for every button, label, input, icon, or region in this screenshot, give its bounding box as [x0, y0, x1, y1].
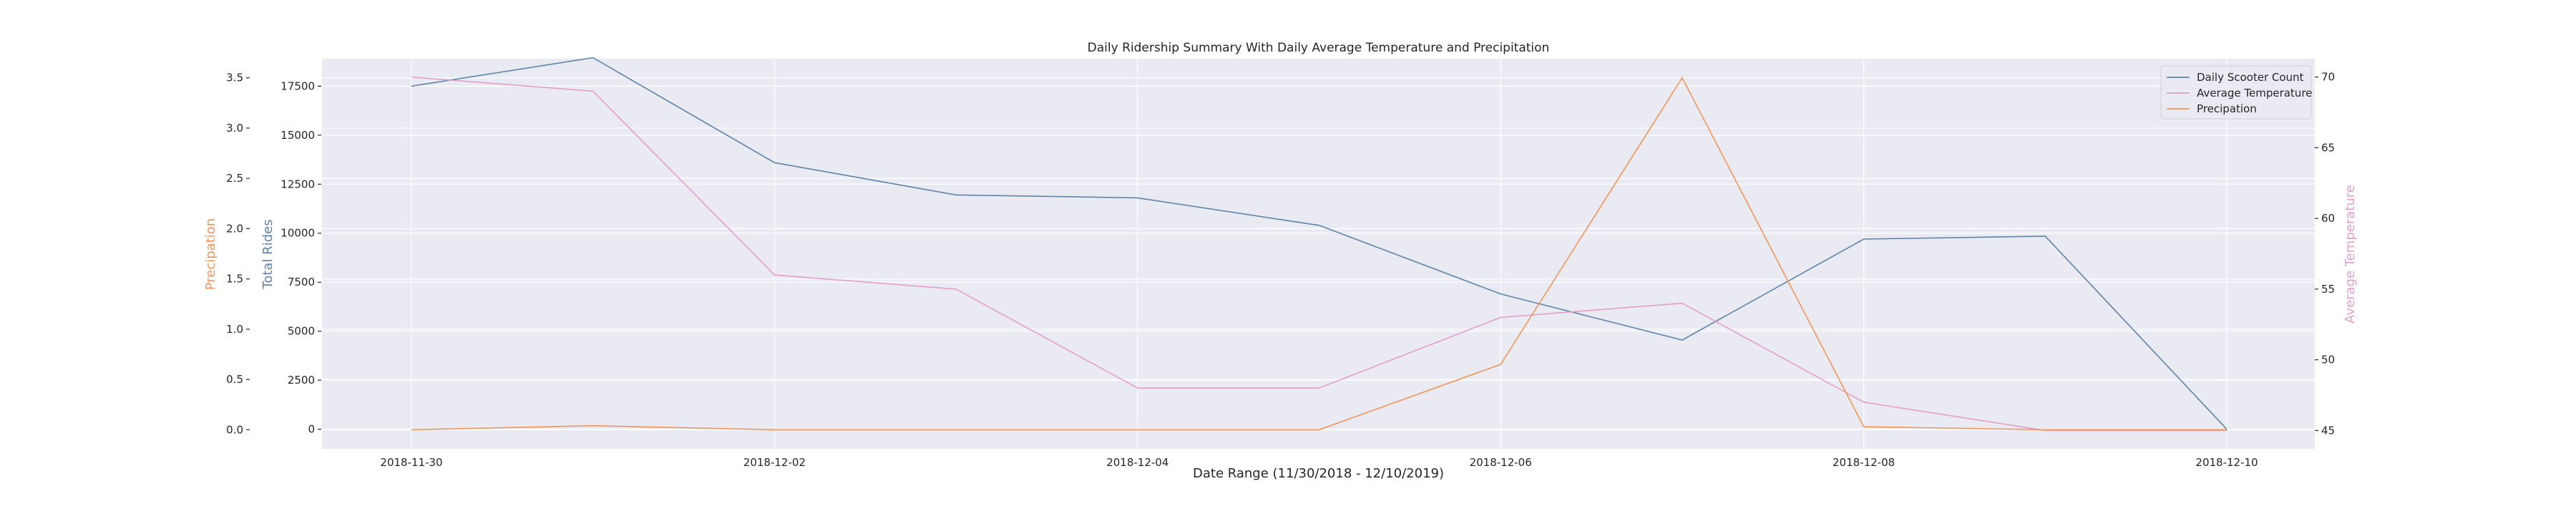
x-tick-label: 2018-11-30 — [380, 456, 442, 469]
rides-axis-label: Total Rides — [260, 219, 275, 289]
plot-background — [322, 59, 2315, 449]
precip-tick-label: 3.0 — [226, 122, 243, 135]
temp-tick-label: 50 — [2321, 354, 2335, 367]
grid-layer — [322, 59, 2315, 449]
temp-axis-label: Average Temperature — [2343, 185, 2358, 324]
rides-tick-label: 2500 — [288, 374, 315, 387]
precip-tick-label: 2.0 — [226, 222, 243, 235]
legend-label: Average Temperature — [2197, 87, 2312, 100]
legend-box — [2160, 65, 2312, 120]
x-tick-label: 2018-12-02 — [743, 456, 806, 469]
rides-tick-label: 0 — [308, 423, 315, 436]
precip-tick-label: 0.5 — [226, 373, 243, 386]
rides-tick-label: 5000 — [288, 325, 315, 338]
x-tick-label: 2018-12-04 — [1106, 456, 1169, 469]
series-line-temp — [411, 76, 2227, 432]
x-axis-label: Date Range (11/30/2018 - 12/10/2019) — [1193, 466, 1444, 481]
series-line-precip — [411, 77, 2227, 431]
x-tick-label: 2018-12-08 — [1833, 456, 1895, 469]
chart-title: Daily Ridership Summary With Daily Avera… — [1088, 41, 1550, 55]
precip-tick-label: 1.0 — [226, 323, 243, 336]
legend-label: Daily Scooter Count — [2197, 71, 2304, 84]
rides-tick-label: 15000 — [280, 129, 315, 142]
precip-tick-label: 3.5 — [226, 72, 243, 84]
precip-tick-label: 0.0 — [226, 423, 243, 436]
temp-tick-label: 60 — [2321, 212, 2335, 225]
x-tick-label: 2018-12-10 — [2195, 456, 2258, 469]
legend-items: Daily Scooter Count Average Temperature Pr… — [2167, 71, 2312, 115]
series-layer — [411, 57, 2228, 432]
temp-tick-label: 45 — [2321, 424, 2335, 437]
rides-tick-label: 12500 — [280, 178, 315, 190]
precip-tick-label: 2.5 — [226, 172, 243, 185]
legend: Daily Scooter Count Average Temperature Pr… — [2160, 65, 2312, 120]
rides-tick-label: 7500 — [288, 276, 315, 288]
x-tick-label: 2018-12-06 — [1470, 456, 1532, 469]
precip-axis-label: Precipation — [203, 218, 218, 290]
precip-tick-label: 1.5 — [226, 273, 243, 286]
rides-tick-label: 17500 — [280, 79, 315, 92]
temp-tick-label: 70 — [2321, 71, 2335, 84]
legend-label: Precipation — [2197, 102, 2257, 115]
series-line-rides — [411, 57, 2228, 430]
temp-tick-label: 55 — [2321, 283, 2335, 296]
temp-tick-label: 65 — [2321, 141, 2335, 154]
rides-tick-label: 10000 — [280, 227, 315, 240]
tick-layer: 2018-11-30 2018-12-02 2018-12-04 2018-12-06… — [226, 71, 2335, 469]
